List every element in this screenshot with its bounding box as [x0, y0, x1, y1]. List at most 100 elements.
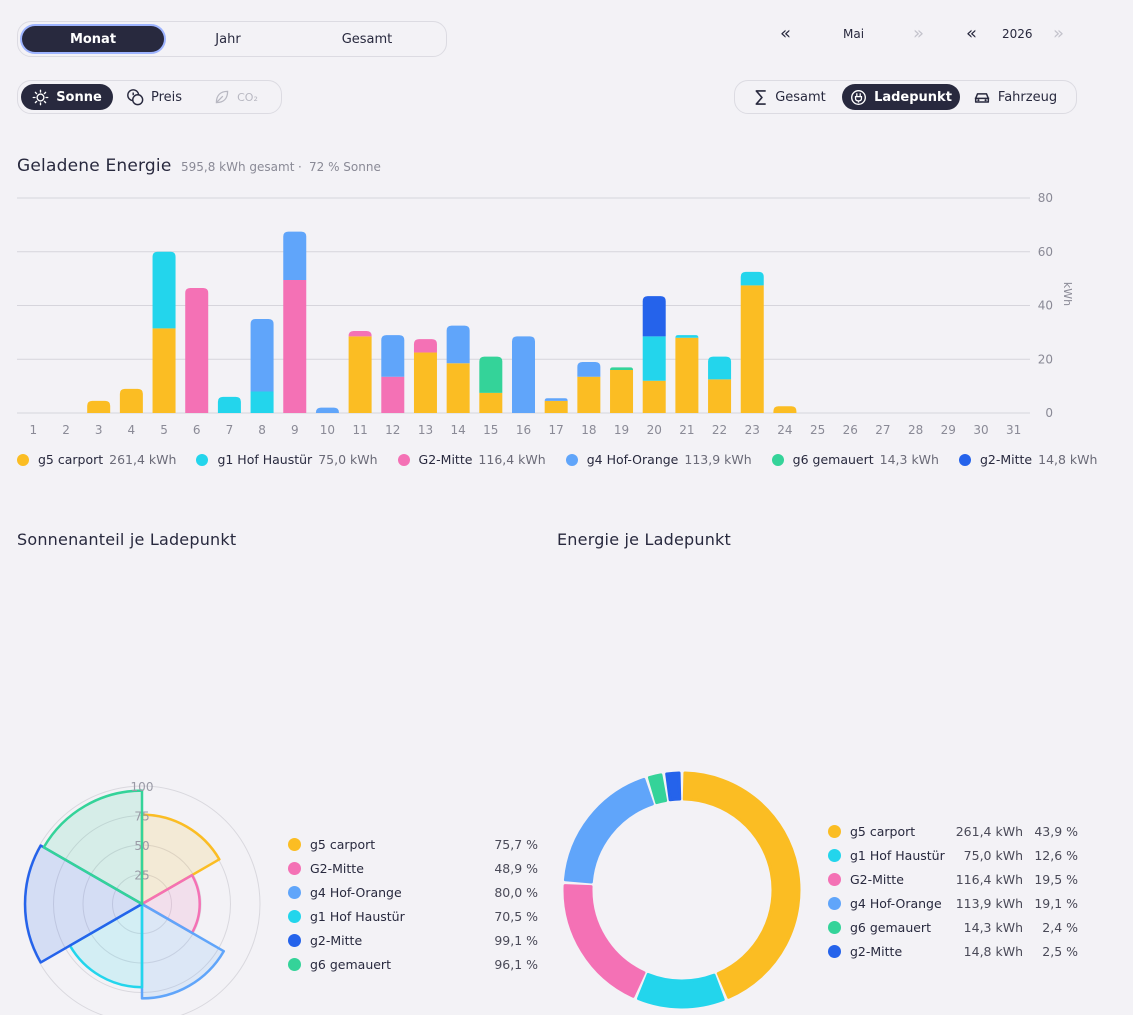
tab-fahrzeug[interactable]: Fahrzeug	[960, 84, 1070, 110]
legend-item[interactable]: g6 gemauert 14,3 kWh	[771, 452, 939, 467]
legend-label: g4 Hof-Orange	[310, 884, 402, 900]
bar-g4	[544, 398, 568, 401]
bar-g1	[675, 335, 699, 338]
bar-g6	[610, 367, 634, 370]
x-tick-label: 5	[160, 423, 168, 437]
tab-ladepunkt[interactable]: Ladepunkt	[842, 84, 960, 110]
legend-item[interactable]: g5 carport 75,7 %	[288, 832, 538, 856]
bar-g5	[577, 376, 601, 413]
tab-sonne-label: Sonne	[56, 89, 102, 105]
legend-value: 80,0 %	[494, 884, 538, 900]
legend-label: g1 Hof Haustür	[850, 847, 945, 863]
legend-item[interactable]: g1 Hof Haustür 75,0 kWh 12,6 %	[828, 843, 1078, 867]
year-prev-button[interactable]: «	[966, 23, 978, 44]
metric-selector: Sonne Preis CO₂	[17, 80, 282, 114]
legend-dot	[288, 933, 301, 947]
legend-item[interactable]: g2-Mitte 99,1 %	[288, 928, 538, 952]
legend-dot	[958, 453, 971, 466]
donut-slice-g2	[665, 771, 682, 802]
tab-monat[interactable]: Monat	[22, 26, 164, 52]
tab-jahr[interactable]: Jahr	[215, 31, 241, 47]
tab-preis-label: Preis	[150, 89, 183, 105]
legend-item[interactable]: g4 Hof-Orange 80,0 %	[288, 880, 538, 904]
bar-g4	[512, 336, 535, 413]
legend-value: 14,3 kWh	[879, 452, 939, 467]
sun-share-title: Sonnenanteil je Ladepunkt	[17, 530, 237, 549]
legend-label: g5 carport	[38, 452, 104, 467]
legend-dot	[397, 453, 410, 466]
y-tick-label: 40	[1038, 299, 1053, 313]
legend-item[interactable]: g1 Hof Haustür 70,5 %	[288, 904, 538, 928]
donut-slice-G2	[563, 884, 646, 998]
x-tick-label: 22	[712, 423, 727, 437]
legend-item[interactable]: G2-Mitte 116,4 kWh 19,5 %	[828, 867, 1078, 891]
legend-label: g2-Mitte	[850, 943, 903, 959]
legend-item[interactable]: g2-Mitte 14,8 kWh	[958, 452, 1097, 467]
x-tick-label: 15	[483, 423, 498, 437]
energy-per-point-title: Energie je Ladepunkt	[557, 530, 731, 549]
polar-segment-g6	[42, 789, 144, 906]
legend-item[interactable]: g4 Hof-Orange 113,9 kWh	[565, 452, 752, 467]
polar-segment-g5	[140, 813, 221, 906]
legend-percent: 2,5 %	[1042, 943, 1078, 959]
month-prev-button[interactable]: «	[780, 23, 792, 44]
bar-g4	[577, 361, 601, 377]
tab-co2[interactable]: CO₂	[195, 84, 277, 110]
tab-preis[interactable]: Preis	[113, 84, 195, 110]
tab-gesamt-group[interactable]: Gesamt	[738, 84, 842, 110]
x-tick-label: 20	[647, 423, 662, 437]
tab-sonne[interactable]: Sonne	[21, 84, 113, 110]
bar-g5	[773, 406, 797, 413]
group-selector: Gesamt Ladepunkt Fahrzeug	[734, 80, 1077, 114]
x-tick-label: 25	[810, 423, 825, 437]
bar-g4	[283, 231, 307, 280]
legend-dot	[828, 872, 841, 886]
bar-g5	[479, 392, 503, 413]
year-next-button[interactable]: »	[1053, 23, 1065, 44]
legend-item[interactable]: G2-Mitte 48,9 %	[288, 856, 538, 880]
legend-label: G2-Mitte	[850, 871, 904, 887]
legend-kwh: 261,4 kWh	[955, 823, 1023, 839]
month-next-button[interactable]: »	[913, 23, 925, 44]
x-tick-label: 12	[385, 423, 400, 437]
legend-value: 96,1 %	[494, 956, 538, 972]
price-icon	[127, 89, 144, 106]
legend-dot	[288, 837, 301, 851]
legend-item[interactable]: g5 carport 261,4 kWh	[17, 452, 176, 467]
bar-g1	[708, 356, 732, 380]
legend-label: g2-Mitte	[979, 452, 1033, 467]
legend-item[interactable]: g1 Hof Haustür 75,0 kWh	[196, 452, 378, 467]
legend-item[interactable]: g4 Hof-Orange 113,9 kWh 19,1 %	[828, 891, 1078, 915]
legend-item[interactable]: g6 gemauert 96,1 %	[288, 952, 538, 976]
bar-g1	[740, 271, 764, 286]
x-tick-label: 26	[843, 423, 858, 437]
bar-g5	[642, 380, 666, 413]
y-tick-label: 20	[1038, 352, 1053, 366]
legend-item[interactable]: g6 gemauert 14,3 kWh 2,4 %	[828, 915, 1078, 939]
leaf-icon	[215, 90, 229, 104]
legend-value: 70,5 %	[494, 908, 538, 924]
energy-donut-chart	[563, 771, 801, 1009]
bar-g4	[381, 335, 405, 377]
bar-g1	[250, 391, 274, 413]
donut-slice-g4	[563, 777, 654, 884]
legend-dot	[196, 453, 209, 466]
x-tick-label: 19	[614, 423, 629, 437]
legend-item[interactable]: G2-Mitte 116,4 kWh	[397, 452, 546, 467]
legend-dot	[828, 920, 841, 934]
year-label: 2026	[1002, 27, 1033, 41]
tab-gesamt[interactable]: Gesamt	[341, 31, 393, 47]
legend-dot	[828, 824, 841, 838]
legend-item[interactable]: g5 carport 261,4 kWh 43,9 %	[828, 819, 1078, 843]
donut-slice-g1	[636, 972, 725, 1009]
legend-label: g1 Hof Haustür	[310, 908, 405, 924]
polar-tick-label: 75	[134, 810, 149, 824]
legend-label: g2-Mitte	[310, 932, 363, 948]
period-selector: Monat Jahr Gesamt	[17, 21, 447, 57]
charger-icon	[851, 89, 867, 105]
tab-ladepunkt-label: Ladepunkt	[874, 89, 952, 105]
sigma-icon	[755, 89, 766, 105]
legend-item[interactable]: g2-Mitte 14,8 kWh 2,5 %	[828, 939, 1078, 963]
bar-g5	[152, 328, 176, 413]
